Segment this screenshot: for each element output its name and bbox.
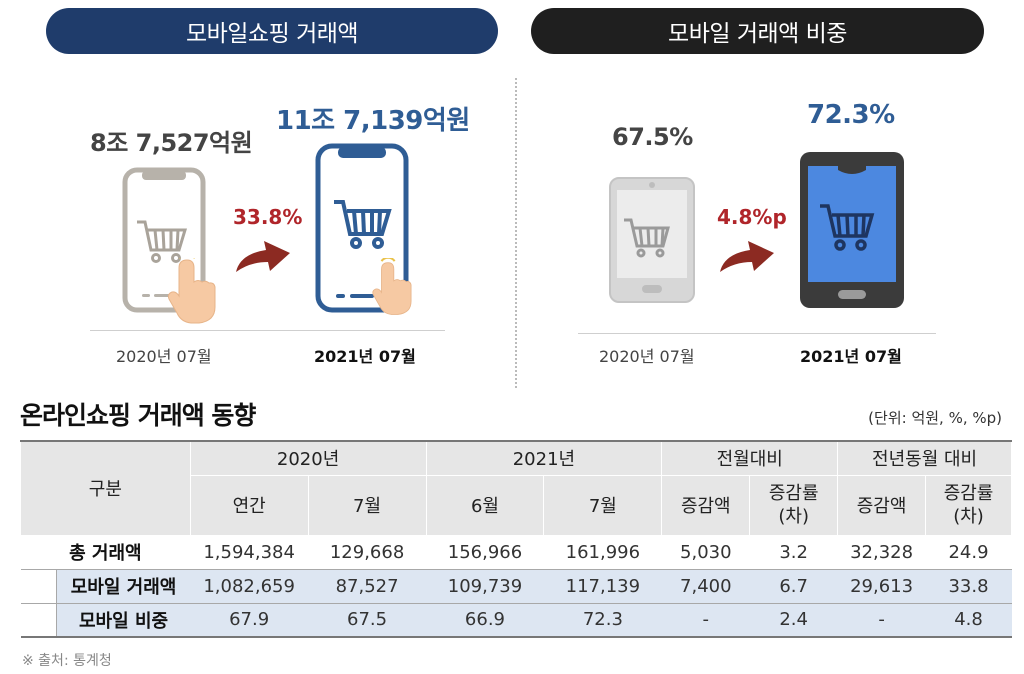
subheader-cell: 7월 [543,474,663,536]
up-arrow-icon [236,241,290,272]
table-cell: 4.8 [925,602,1012,638]
table-cell: 6.7 [749,568,838,604]
row-label: 총 거래액 [20,534,191,570]
table-cell: 117,139 [543,568,662,604]
tapping-hand-icon [372,258,412,315]
table-cell: 32,328 [837,534,926,570]
right-before-value: 67.5% [612,123,693,151]
table-cell: 67.5 [308,602,427,638]
right-after-date: 2021년 07월 [800,347,902,366]
right-growth-rate: 4.8%p [717,205,787,229]
subheader-cell: 증감액 [837,474,927,536]
panel-divider [515,78,517,388]
table-cell: 24.9 [925,534,1012,570]
table-cell: 161,996 [543,534,662,570]
tapping-hand-icon [167,258,216,324]
mobile-share-title-banner: 모바일 거래액 비중 [531,8,984,54]
shopping-cart-icon [334,200,392,249]
subheader-cell: 증감률 (차) [925,474,1012,536]
subheader-cell: 연간 [189,474,309,536]
table-cell: 87,527 [308,568,427,604]
table-cell: 33.8 [925,568,1012,604]
mobile-shopping-title: 모바일쇼핑 거래액 [185,21,359,47]
subheader-cell: 증감액 [661,474,751,536]
right-baseline [578,333,936,334]
table-cell: - [837,602,926,638]
subheader-cell: 7월 [307,474,427,536]
subheader-cell: 증감률 (차) [749,474,839,536]
table-cell: 129,668 [308,534,427,570]
table-cell: 156,966 [426,534,544,570]
row-label: 모바일 비중 [55,602,191,638]
left-growth-rate: 33.8% [233,205,303,229]
subheader-cell: 6월 [425,474,545,536]
smartphone-gray-icon [122,167,206,313]
shopping-cart-icon [820,204,875,251]
table-cell: 72.3 [543,602,662,638]
table-cell: 67.9 [190,602,309,638]
up-arrow-icon [720,241,774,272]
left-baseline [90,330,445,331]
indent-cell [20,568,57,604]
table-cell: 109,739 [426,568,544,604]
table-cell: 29,613 [837,568,926,604]
table-cell: 66.9 [426,602,544,638]
shopping-cart-icon [624,218,670,258]
left-before-value: 8조 7,527억원 [90,129,253,157]
mobile-share-title: 모바일 거래액 비중 [668,21,847,47]
table-cell: 1,594,384 [190,534,309,570]
table-row: 모바일 거래액 1,082,659 87,527 109,739 117,139… [20,568,1012,604]
source-note: ※ 출처: 통계청 [22,653,112,669]
header-yoy: 전년동월 대비 [837,440,1012,476]
online-shopping-table: 구분 2020년 2021년 전월대비 전년동월 대비 연간 7월 6월 7월 … [20,440,1012,638]
table-row: 모바일 비중 67.9 67.5 66.9 72.3 - 2.4 - 4.8 [20,602,1012,638]
mobile-shopping-title-banner: 모바일쇼핑 거래액 [46,8,498,54]
row-label: 모바일 거래액 [55,568,191,604]
table-cell: 7,400 [661,568,750,604]
table-cell: 3.2 [749,534,838,570]
table-title: 온라인쇼핑 거래액 동향 [20,401,256,430]
header-mom: 전월대비 [661,440,839,476]
header-2020: 2020년 [189,440,427,476]
header-category: 구분 [20,440,191,536]
smartphone-gray-icon [609,177,695,303]
table-row: 총 거래액 1,594,384 129,668 156,966 161,996 … [20,534,1012,570]
table-cell: 2.4 [749,602,838,638]
smartphone-dark-icon [800,152,904,308]
left-before-date: 2020년 07월 [116,347,212,366]
left-after-value: 11조 7,139억원 [276,106,470,136]
left-after-date: 2021년 07월 [314,347,416,366]
table-cell: - [661,602,750,638]
table-cell: 5,030 [661,534,750,570]
table-cell: 1,082,659 [190,568,309,604]
indent-cell [20,602,57,638]
unit-note: (단위: 억원, %, %p) [868,409,1002,427]
right-before-date: 2020년 07월 [599,347,695,366]
right-after-value: 72.3% [807,100,895,130]
header-2021: 2021년 [425,440,663,476]
